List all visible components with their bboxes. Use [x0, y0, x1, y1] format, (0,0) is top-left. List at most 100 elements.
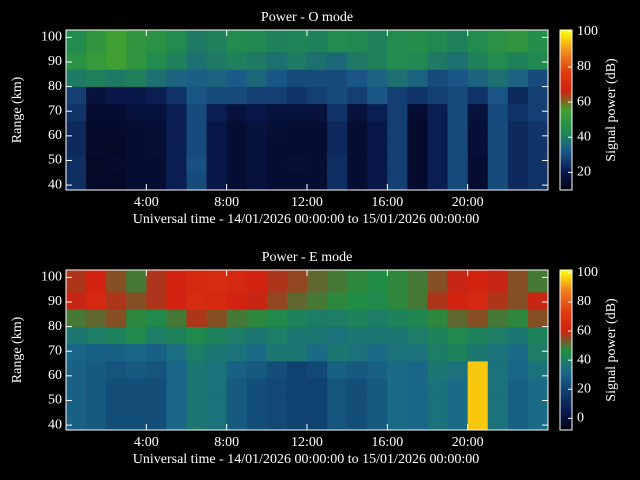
heat-cell: [407, 326, 428, 345]
colorbar-segment: [560, 314, 572, 317]
colorbar-segment: [560, 382, 572, 385]
heat-cell: [387, 292, 408, 310]
heat-cell: [387, 30, 408, 53]
heat-cell: [327, 270, 348, 293]
heat-cell: [186, 412, 207, 431]
heat-cell: [407, 361, 428, 379]
heat-cell: [387, 172, 408, 191]
colorbar-segment: [560, 334, 572, 337]
heat-cell: [387, 361, 408, 379]
heat-cell: [487, 86, 509, 105]
y-tick-label: 60: [48, 368, 62, 383]
heat-cell: [507, 395, 529, 414]
heat-cell: [347, 412, 368, 431]
heat-cell: [367, 378, 388, 396]
heat-cell: [66, 361, 87, 379]
heat-cell: [407, 138, 428, 156]
heat-cell: [226, 412, 248, 431]
y-tick-label: 90: [48, 294, 62, 309]
heat-cell: [206, 395, 227, 414]
colorbar-segment: [560, 110, 572, 113]
colorbar-segment: [560, 308, 572, 311]
colorbar-segment: [560, 396, 572, 399]
x-tick-label: 8:00: [214, 435, 239, 450]
colorbar-segment: [560, 170, 572, 173]
colorbar-segment: [560, 38, 572, 41]
colorbar-segment: [560, 362, 572, 365]
heat-cell: [467, 121, 489, 139]
colorbar-segment: [560, 62, 572, 65]
colorbar-segment: [560, 414, 572, 417]
heat-cell: [206, 412, 227, 431]
colorbar-segment: [560, 60, 572, 63]
heat-cell: [467, 172, 489, 191]
heat-cell: [126, 121, 147, 139]
heat-cell: [407, 292, 428, 310]
heat-cell: [407, 52, 428, 70]
colorbar-tick-label: 60: [577, 323, 591, 338]
heat-cell: [246, 103, 268, 122]
heat-cell: [427, 412, 448, 431]
colorbar-segment: [560, 50, 572, 53]
heat-cell: [286, 103, 308, 122]
colorbar-segment: [560, 72, 572, 75]
colorbar-segment: [560, 52, 572, 55]
colorbar-segment: [560, 324, 572, 327]
heat-cell: [106, 292, 127, 310]
y-tick-label: 80: [48, 319, 62, 334]
heat-cell: [327, 69, 348, 87]
heat-cell: [86, 30, 107, 53]
heat-cell: [206, 30, 227, 53]
heat-cell: [66, 412, 87, 431]
heat-cell: [106, 395, 127, 414]
heat-cell: [327, 138, 348, 156]
heat-cell: [246, 172, 268, 191]
heat-cell: [146, 395, 167, 414]
heat-cell: [246, 326, 268, 345]
heat-cell: [427, 52, 448, 70]
heat-cell: [186, 86, 207, 105]
colorbar-segment: [560, 294, 572, 297]
heat-cell: [387, 138, 408, 156]
colorbar-segment: [560, 74, 572, 77]
heat-cell: [66, 343, 87, 362]
colorbar-segment: [560, 412, 572, 415]
heat-cell: [347, 86, 368, 105]
colorbar-segment: [560, 320, 572, 323]
colorbar-segment: [560, 304, 572, 307]
heat-cell: [447, 52, 468, 70]
heat-cell: [307, 361, 328, 379]
heat-cell: [407, 309, 428, 327]
heat-cell: [186, 270, 207, 293]
heat-cell: [427, 155, 448, 174]
heat-cell: [467, 86, 489, 105]
colorbar-segment: [560, 332, 572, 335]
colorbar-segment: [560, 116, 572, 119]
heat-cell: [286, 412, 308, 431]
heat-cell: [286, 309, 308, 327]
heat-cell: [266, 103, 288, 122]
heat-cell: [387, 103, 408, 122]
colorbar-segment: [560, 168, 572, 171]
heat-cell: [66, 395, 87, 414]
colorbar-segment: [560, 162, 572, 165]
heat-cell: [447, 270, 468, 293]
heat-cell: [407, 86, 428, 105]
heat-cell: [266, 292, 288, 310]
heat-cell: [106, 30, 127, 53]
x-tick-label: 16:00: [371, 195, 403, 210]
heat-cell: [307, 292, 328, 310]
heat-cell: [387, 412, 408, 431]
heat-cell: [507, 361, 529, 379]
colorbar-segment: [560, 132, 572, 135]
heat-cell: [166, 326, 187, 345]
colorbar-segment: [560, 328, 572, 331]
colorbar-segment: [560, 148, 572, 151]
heat-cell: [327, 155, 348, 174]
heat-cell: [447, 103, 468, 122]
heat-cell: [146, 121, 167, 139]
colorbar-tick-label: 80: [577, 59, 591, 74]
heat-cell: [327, 121, 348, 139]
heat-cell: [66, 52, 87, 70]
heat-cell: [427, 138, 448, 156]
